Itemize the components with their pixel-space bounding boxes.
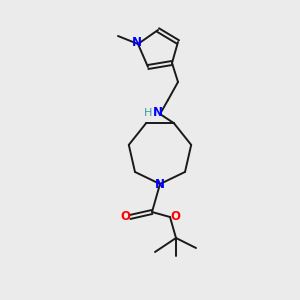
Text: H: H [144,108,152,118]
Text: O: O [170,211,180,224]
Text: N: N [153,106,163,119]
Text: N: N [132,37,142,50]
Text: O: O [120,211,130,224]
Text: N: N [155,178,165,190]
